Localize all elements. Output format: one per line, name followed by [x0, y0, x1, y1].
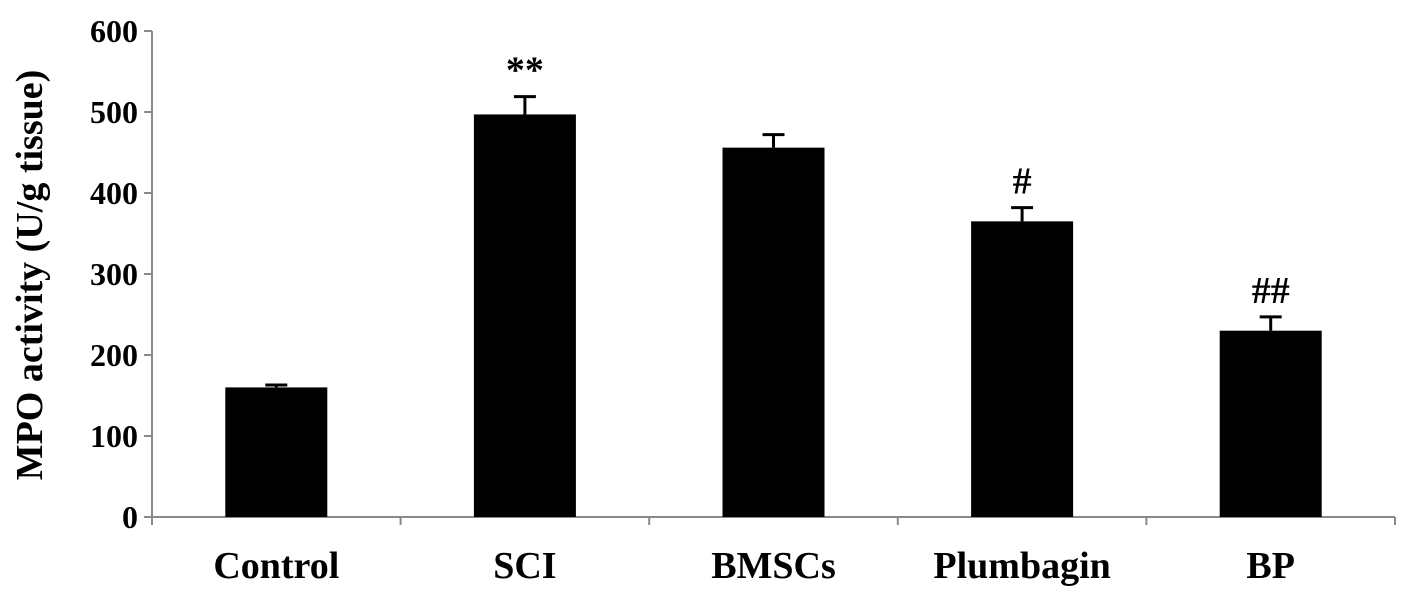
x-tick-label: BMSCs — [711, 545, 836, 587]
y-tick-label: 500 — [90, 94, 138, 130]
y-tick-label: 400 — [90, 175, 138, 211]
bar — [473, 114, 576, 518]
y-axis-label: MPO activity (U/g tissue) — [9, 70, 51, 481]
bars — [225, 114, 1322, 518]
x-tick-label: Control — [213, 545, 339, 587]
error-bars — [265, 95, 1282, 388]
y-tick-label: 0 — [122, 499, 138, 535]
x-tick-label: Plumbagin — [933, 545, 1110, 587]
x-tick-labels: Control SCI BMSCs Plumbagin BP — [213, 545, 1295, 587]
bar — [225, 387, 328, 517]
significance-annotation: ** — [506, 50, 544, 92]
significance-annotation: ## — [1252, 270, 1290, 312]
y-axis-label-group: MPO activity (U/g tissue) — [9, 70, 51, 481]
y-tick-label: 600 — [90, 13, 138, 49]
y-ticks: 0 100 200 300 400 500 600 — [90, 13, 152, 535]
y-tick-label: 100 — [90, 418, 138, 454]
bar — [971, 221, 1074, 517]
significance-annotation: # — [1013, 161, 1032, 203]
y-tick-label: 200 — [90, 337, 138, 373]
x-tick-label: BP — [1246, 545, 1295, 587]
annotations: **### — [506, 50, 1290, 312]
bar — [722, 147, 825, 517]
y-tick-label: 300 — [90, 256, 138, 292]
bar — [1219, 330, 1322, 517]
x-tick-label: SCI — [493, 545, 556, 587]
